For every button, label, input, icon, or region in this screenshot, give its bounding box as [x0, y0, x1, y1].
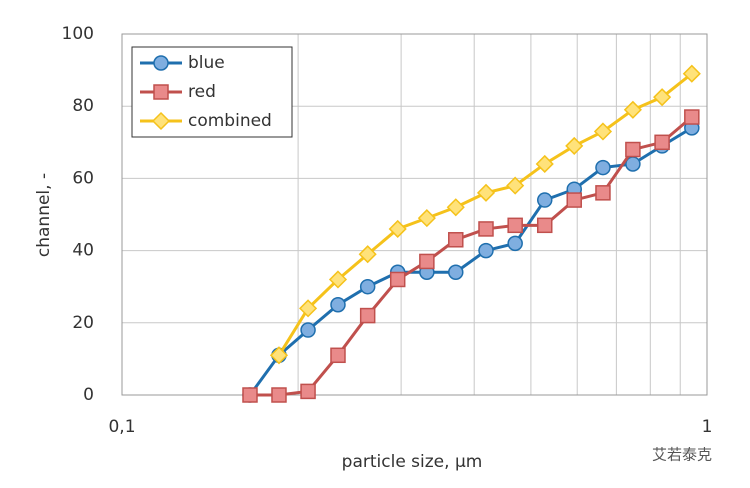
data-point: [271, 387, 287, 403]
data-point: [684, 109, 700, 125]
x-tick-label: 0,1: [108, 417, 135, 437]
data-point: [269, 346, 289, 365]
plot-frame: [121, 33, 708, 396]
data-point: [507, 217, 523, 234]
data-point: [682, 64, 701, 83]
y-tick-label: 60: [72, 168, 94, 188]
x-axis-label: particle size, µm: [342, 452, 483, 472]
y-tick-label: 40: [72, 241, 94, 261]
legend-label: combined: [188, 111, 272, 131]
data-point: [476, 183, 496, 202]
y-tick-label: 100: [62, 24, 94, 44]
data-point: [507, 235, 523, 252]
data-point: [595, 159, 611, 176]
y-tick-label: 20: [72, 313, 94, 333]
legend-label: blue: [188, 53, 225, 73]
y-tick-label: 80: [72, 96, 94, 116]
data-point: [536, 217, 553, 234]
data-point: [565, 136, 584, 155]
data-point: [536, 192, 553, 208]
data-point: [330, 347, 346, 364]
data-point: [417, 209, 436, 228]
data-point: [478, 221, 494, 237]
data-point: [300, 383, 316, 400]
data-point: [388, 219, 407, 239]
data-point: [419, 253, 435, 270]
data-point: [389, 271, 406, 288]
data-point: [478, 242, 494, 259]
data-point: [623, 100, 642, 119]
data-point: [358, 245, 377, 264]
data-point: [330, 297, 346, 313]
legend-marker: [153, 84, 169, 100]
data-point: [359, 278, 376, 295]
data-point: [593, 122, 613, 141]
data-point: [446, 198, 465, 217]
y-axis-label: channel, -: [34, 173, 54, 257]
data-point: [625, 141, 641, 158]
data-point: [299, 299, 318, 318]
series-line: [248, 126, 693, 396]
y-tick-label: 0: [83, 385, 94, 405]
x-tick-label: 1: [702, 417, 713, 437]
watermark: 艾若泰克: [652, 446, 712, 464]
legend-label: red: [188, 82, 216, 102]
data-point: [448, 232, 464, 248]
data-point: [595, 185, 611, 201]
data-point: [654, 134, 670, 151]
data-point: [359, 307, 376, 324]
data-point: [242, 387, 258, 403]
series-line: [249, 115, 693, 397]
data-point: [566, 192, 582, 208]
data-point: [448, 264, 464, 281]
data-point: [328, 270, 348, 289]
legend-marker: [151, 111, 171, 131]
data-point: [506, 176, 525, 195]
data-point: [653, 88, 672, 107]
data-point: [535, 154, 554, 174]
data-point: [300, 322, 316, 338]
legend-marker: [153, 55, 169, 71]
